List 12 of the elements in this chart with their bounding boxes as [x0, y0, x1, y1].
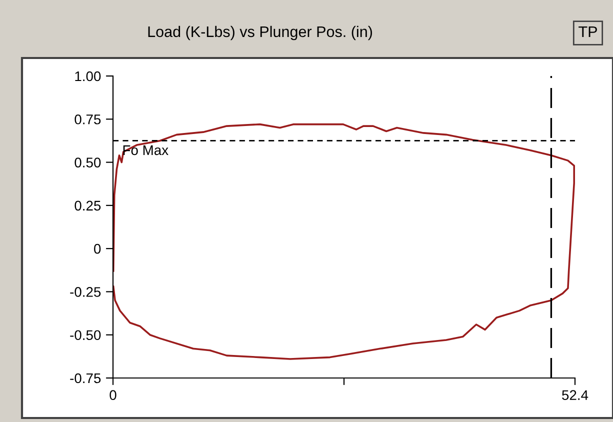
y-tick-label: 0.75 [74, 114, 101, 124]
y-tick-label: -0.25 [70, 287, 101, 297]
y-tick-label: 1.00 [75, 71, 101, 82]
y-tick-label: 0.50 [74, 158, 101, 168]
x-tick-label: 52.4 [562, 390, 588, 400]
chart-title: Load (K-Lbs) vs Plunger Pos. (in) [148, 26, 372, 40]
y-tick-label: -0.50 [70, 330, 101, 340]
y-tick-label: 0 [94, 244, 101, 254]
y-tick-label: 0.25 [74, 200, 101, 211]
text: TP [578, 26, 597, 37]
line-series [113, 123, 575, 360]
y-tick-label: -0.75 [70, 373, 101, 384]
